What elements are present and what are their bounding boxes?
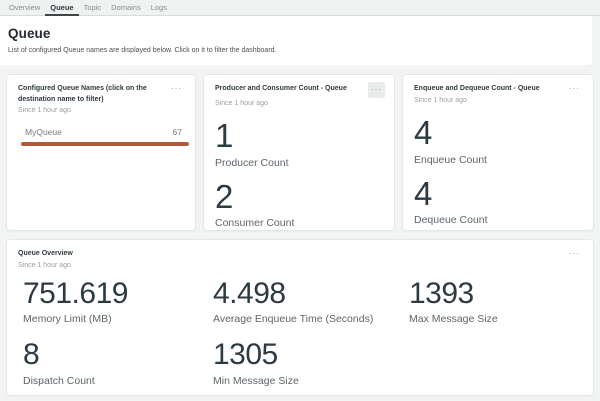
metric-value: 1 <box>215 117 233 154</box>
metric-dequeue-count: 4 Dequeue Count <box>414 174 582 227</box>
card-queue-names-title: Configured Queue Names (click on the des… <box>18 85 147 103</box>
queue-name-bar <box>21 142 189 146</box>
page-subtitle: List of configured Queue names are displ… <box>8 47 277 54</box>
card-producer-consumer: Producer and Consumer Count - Queue ··· … <box>203 74 395 231</box>
metric-consumer-count: 2 Consumer Count <box>215 177 383 230</box>
metric-value: 4.498 <box>213 277 286 310</box>
page-title: Queue <box>8 26 51 41</box>
metric-value: 8 <box>23 338 40 372</box>
card-enqueue-dequeue-title: Enqueue and Dequeue Count - Queue <box>414 85 540 92</box>
metric-value: 1393 <box>409 277 474 310</box>
page-header: Queue List of configured Queue names are… <box>0 16 592 65</box>
overview-metrics-grid: 751.619 Memory Limit (MB) 4.498 Average … <box>18 277 582 387</box>
tab-topic[interactable]: Topic <box>83 2 102 12</box>
card-queue-names: Configured Queue Names (click on the des… <box>6 74 196 231</box>
metric-label: Consumer Count <box>215 217 295 230</box>
since-label: Since 1 hour ago <box>18 107 71 114</box>
metric-value: 1305 <box>213 338 278 372</box>
metric-value: 2 <box>215 177 233 215</box>
tab-bar: Overview Queue Topic Domains Logs <box>0 0 600 16</box>
tab-queue[interactable]: Queue <box>45 0 79 16</box>
metric-max-message-size: 1393 Max Message Size <box>409 277 582 326</box>
metric-label: Memory Limit (MB) <box>23 313 112 326</box>
metric-memory-limit: 751.619 Memory Limit (MB) <box>23 277 213 326</box>
ellipsis-icon[interactable]: ··· <box>569 249 580 258</box>
metric-value: 4 <box>414 174 432 212</box>
metric-enqueue-count: 4 Enqueue Count <box>414 115 582 166</box>
queue-names-bar-chart: MyQueue 67 <box>18 127 189 146</box>
card-enqueue-dequeue: Enqueue and Dequeue Count - Queue ··· Si… <box>402 74 594 231</box>
metric-label: Enqueue Count <box>414 153 487 166</box>
since-label: Since 1 hour ago <box>215 100 268 107</box>
queue-name-row[interactable]: MyQueue 67 <box>18 127 184 137</box>
tab-overview[interactable]: Overview <box>9 2 41 12</box>
queue-name-label: MyQueue <box>25 127 62 137</box>
metric-value: 4 <box>414 114 432 151</box>
card-producer-consumer-title: Producer and Consumer Count - Queue <box>215 85 347 92</box>
metric-dispatch-count: 8 Dispatch Count <box>23 338 213 387</box>
ellipsis-icon[interactable]: ··· <box>368 82 385 98</box>
since-label: Since 1 hour ago <box>414 97 467 104</box>
metric-label: Min Message Size <box>213 374 299 387</box>
tab-domains[interactable]: Domains <box>111 2 141 12</box>
metric-label: Dequeue Count <box>414 214 488 227</box>
bar-track <box>21 142 189 146</box>
metric-label: Dispatch Count <box>23 374 95 387</box>
metric-label: Average Enqueue Time (Seconds) <box>213 313 374 326</box>
metric-label: Max Message Size <box>409 313 498 326</box>
card-queue-overview: Queue Overview ··· Since 1 hour ago 751.… <box>6 239 594 396</box>
metric-avg-enqueue-time: 4.498 Average Enqueue Time (Seconds) <box>213 277 409 326</box>
top-card-row: Configured Queue Names (click on the des… <box>6 74 594 231</box>
since-label: Since 1 hour ago <box>18 262 71 269</box>
ellipsis-icon[interactable]: ··· <box>569 84 580 93</box>
tab-logs[interactable]: Logs <box>150 2 167 12</box>
queue-name-value: 67 <box>172 127 182 137</box>
metric-producer-count: 1 Producer Count <box>215 118 383 169</box>
metric-label: Producer Count <box>215 156 289 169</box>
ellipsis-icon[interactable]: ··· <box>171 84 182 93</box>
card-queue-overview-title: Queue Overview <box>18 250 73 257</box>
metric-min-message-size: 1305 Min Message Size <box>213 338 409 387</box>
metric-value: 751.619 <box>23 277 128 310</box>
dashboard-content: Configured Queue Names (click on the des… <box>0 65 600 401</box>
